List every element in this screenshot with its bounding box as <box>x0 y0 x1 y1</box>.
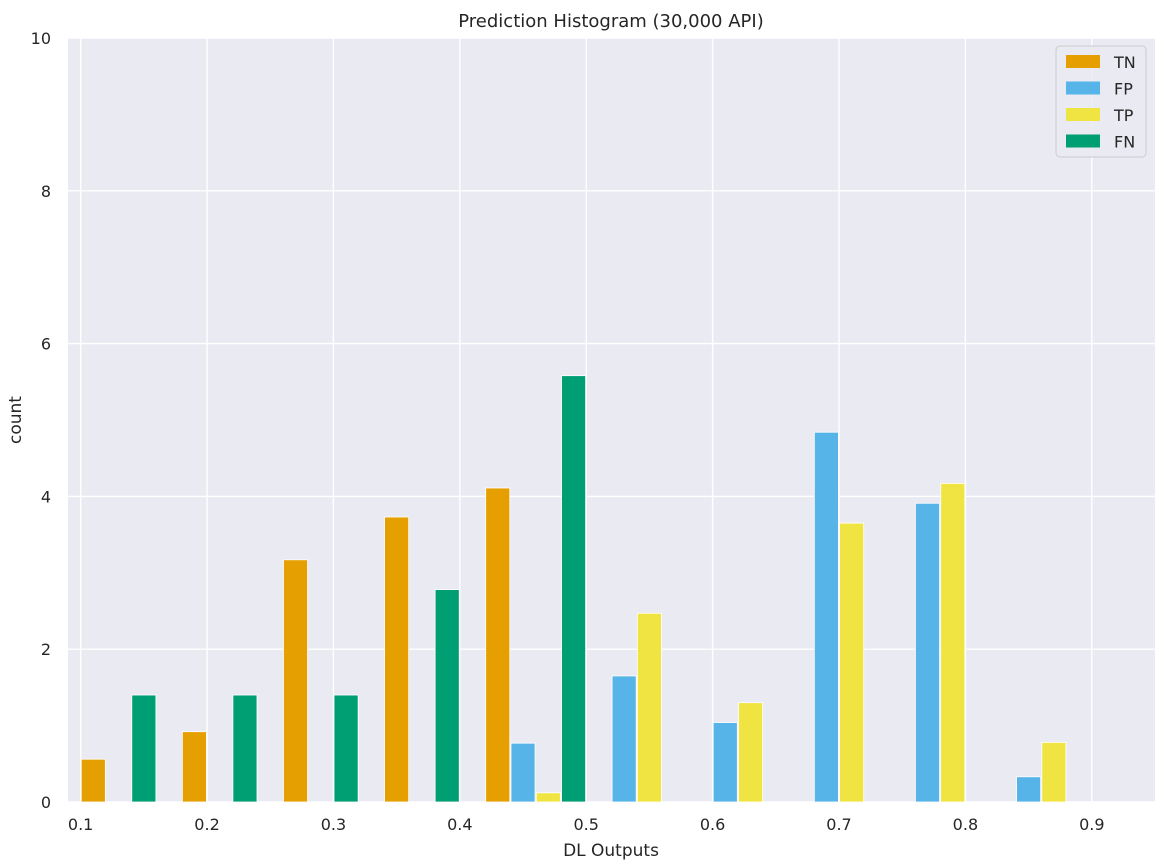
chart-title: Prediction Histogram (30,000 API) <box>458 11 763 32</box>
legend-label-tn: TN <box>1113 53 1136 72</box>
bar-tn-bin-3 <box>384 516 410 803</box>
x-tick-label: 0.1 <box>68 815 93 834</box>
y-axis-label: count <box>6 396 26 444</box>
bar-fn-bin-1 <box>232 694 258 803</box>
x-tick-label: 0.6 <box>700 815 725 834</box>
y-tick-label: 2 <box>41 640 51 659</box>
bar-tn-bin-4 <box>485 487 511 803</box>
legend-swatch-fn <box>1066 134 1100 148</box>
bar-fp-bin-9 <box>1016 776 1042 803</box>
bars-group <box>80 375 1067 803</box>
grid-lines <box>68 37 1155 803</box>
y-tick-label: 10 <box>31 29 51 48</box>
bar-fn-bin-4 <box>561 375 587 803</box>
bar-fp-bin-8 <box>915 502 940 803</box>
x-tick-label: 0.5 <box>573 815 598 834</box>
bar-tn-bin-0 <box>80 758 106 803</box>
bar-tn-bin-1 <box>181 731 207 803</box>
y-tick-label: 0 <box>41 793 51 812</box>
bar-tn-bin-2 <box>283 559 308 803</box>
y-tick-label: 6 <box>41 335 51 354</box>
x-tick-label: 0.8 <box>953 815 978 834</box>
bar-fp-bin-6 <box>712 722 738 803</box>
x-tick-labels: 0.1 0.2 0.3 0.4 0.5 0.6 0.7 0.8 0.9 <box>68 815 1105 834</box>
bar-fn-bin-3 <box>434 589 460 803</box>
y-tick-label: 8 <box>41 182 51 201</box>
bar-tp-bin-9 <box>1041 742 1067 803</box>
y-tick-label: 4 <box>41 487 51 506</box>
x-axis-label: DL Outputs <box>563 841 659 861</box>
bar-fn-bin-0 <box>131 694 157 803</box>
plot-background <box>68 38 1155 802</box>
legend-swatch-tp <box>1066 108 1100 121</box>
bar-fp-bin-4 <box>510 742 536 803</box>
legend: TN FP TP FN <box>1055 45 1147 158</box>
bar-fn-bin-2 <box>333 694 359 803</box>
legend-label-tp: TP <box>1113 106 1134 125</box>
bar-tp-bin-4 <box>535 792 561 803</box>
x-tick-label: 0.4 <box>447 815 472 834</box>
legend-swatch-tn <box>1066 55 1100 68</box>
x-tick-label: 0.7 <box>826 815 851 834</box>
y-tick-labels: 0 2 4 6 8 10 <box>31 29 51 812</box>
bar-tp-bin-8 <box>940 483 966 803</box>
x-tick-label: 0.9 <box>1079 815 1104 834</box>
legend-label-fn: FN <box>1114 133 1135 152</box>
bar-fp-bin-5 <box>611 675 637 803</box>
bar-tp-bin-7 <box>839 522 865 803</box>
bar-tp-bin-6 <box>738 702 763 803</box>
bar-tp-bin-5 <box>636 612 662 803</box>
legend-label-fp: FP <box>1114 80 1133 99</box>
legend-box <box>1055 45 1147 158</box>
x-tick-label: 0.3 <box>321 815 346 834</box>
bar-fp-bin-7 <box>813 431 839 803</box>
x-tick-label: 0.2 <box>194 815 219 834</box>
legend-swatch-fp <box>1066 81 1100 95</box>
